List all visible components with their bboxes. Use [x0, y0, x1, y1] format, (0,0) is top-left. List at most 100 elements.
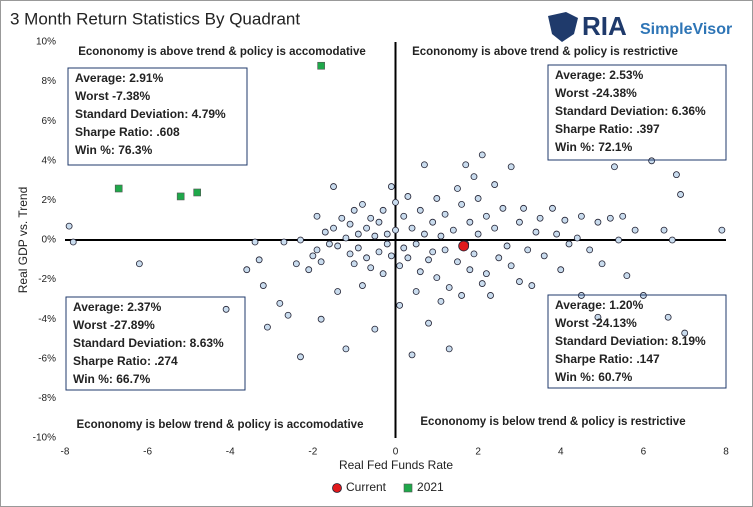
- point: [660, 226, 668, 234]
- point: [359, 282, 366, 289]
- x-tick-label: -2: [308, 447, 317, 458]
- point: [561, 216, 569, 224]
- point: [540, 252, 548, 260]
- point: [342, 234, 350, 242]
- point: [280, 238, 288, 246]
- point: [412, 288, 420, 295]
- point: [445, 284, 453, 291]
- logo: RIA SimpleVisor: [548, 11, 732, 42]
- legend-marker: [332, 483, 342, 493]
- y-tick-label: -4%: [38, 314, 56, 325]
- y-tick-label: 8%: [42, 76, 57, 87]
- point: [297, 236, 304, 244]
- legend-label: Current: [346, 480, 387, 494]
- quadrant-title: Econonomy is below trend & policy is acc…: [77, 419, 364, 431]
- stats-box: [547, 64, 727, 161]
- point: [317, 258, 325, 266]
- point: [681, 329, 689, 337]
- point: [354, 244, 362, 252]
- point: [346, 220, 354, 228]
- point: [387, 252, 395, 260]
- point: [334, 288, 342, 295]
- point: [400, 212, 408, 220]
- point: [549, 204, 556, 212]
- point: [367, 264, 375, 272]
- stat-line: Standard Deviation: 8.19%: [555, 334, 706, 348]
- point: [437, 297, 445, 305]
- point: [114, 184, 123, 193]
- point: [474, 195, 482, 202]
- point: [396, 301, 404, 309]
- point: [346, 250, 354, 258]
- point: [264, 323, 271, 331]
- point: [425, 256, 432, 264]
- point: [325, 240, 333, 248]
- point: [363, 254, 370, 262]
- point: [276, 299, 284, 307]
- point: [193, 188, 201, 197]
- point: [350, 206, 358, 214]
- point: [718, 226, 726, 234]
- point: [619, 212, 627, 220]
- point: [441, 246, 449, 254]
- point: [553, 230, 561, 238]
- y-tick-label: 10%: [36, 37, 56, 48]
- point: [528, 282, 536, 289]
- point: [664, 313, 672, 321]
- point: [495, 254, 503, 262]
- stat-line: Standard Deviation: 4.79%: [75, 107, 226, 121]
- x-tick-label: 6: [641, 447, 647, 458]
- point: [400, 244, 408, 252]
- stat-line: Sharpe Ratio: .147: [555, 352, 660, 366]
- point: [135, 260, 143, 268]
- point: [379, 206, 387, 214]
- point: [359, 200, 366, 208]
- point: [255, 256, 263, 264]
- stat-line: Win %: 72.1%: [555, 140, 633, 154]
- point: [611, 163, 618, 171]
- point: [243, 266, 251, 274]
- chart-title: 3 Month Return Statistics By Quadrant: [10, 9, 300, 28]
- point: [176, 192, 185, 201]
- point: [69, 238, 77, 246]
- x-tick-label: 8: [723, 447, 729, 458]
- point: [396, 262, 404, 270]
- point: [458, 200, 466, 208]
- point: [425, 319, 432, 327]
- y-tick-label: 2%: [42, 195, 57, 206]
- legend-marker: [403, 483, 413, 493]
- stat-line: Worst -27.89%: [73, 318, 155, 332]
- point: [631, 226, 639, 234]
- point: [371, 232, 379, 240]
- point: [470, 250, 478, 258]
- x-tick-label: 0: [393, 447, 399, 458]
- point: [615, 236, 622, 244]
- point: [297, 353, 304, 361]
- point: [404, 193, 412, 200]
- point: [350, 260, 358, 268]
- point: [371, 325, 379, 333]
- stat-line: Average: 2.53%: [555, 68, 644, 82]
- point: [354, 230, 362, 238]
- y-axis-label: Real GDP vs. Trend: [16, 187, 30, 294]
- point: [334, 242, 342, 250]
- point: [487, 292, 494, 299]
- point: [594, 218, 602, 226]
- point: [433, 274, 441, 282]
- point: [503, 242, 511, 250]
- stat-line: Standard Deviation: 8.63%: [73, 336, 224, 350]
- x-tick-label: -4: [226, 447, 235, 458]
- point: [458, 240, 470, 252]
- point: [65, 222, 73, 230]
- point: [499, 204, 507, 212]
- point: [673, 171, 680, 179]
- y-tick-label: -8%: [38, 393, 56, 404]
- point: [375, 248, 383, 256]
- point: [313, 212, 321, 220]
- point: [317, 61, 325, 70]
- stat-line: Win %: 76.3%: [75, 143, 153, 157]
- point: [454, 185, 461, 192]
- quadrant-title: Econonomy is below trend & policy is res…: [420, 416, 685, 428]
- point: [412, 240, 420, 248]
